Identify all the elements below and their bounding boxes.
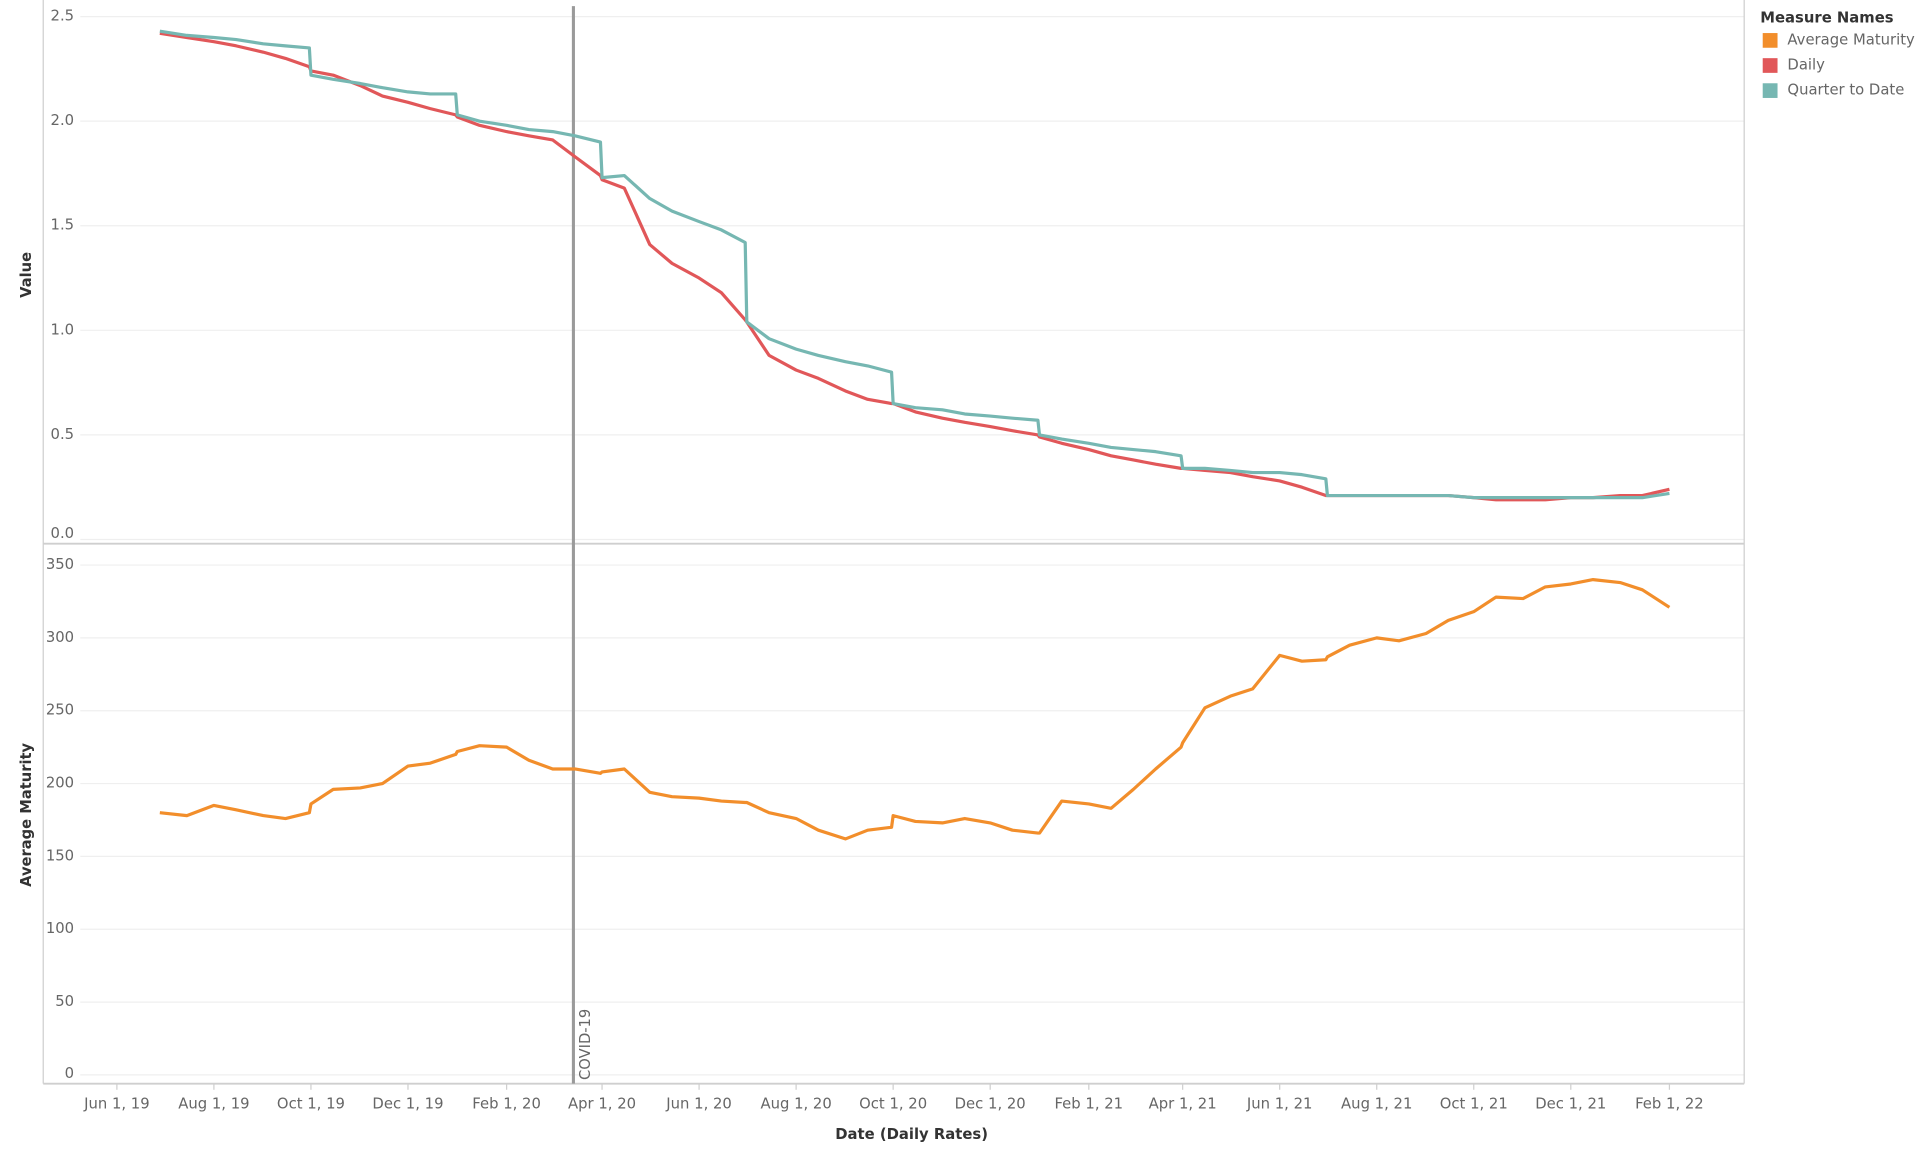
x-tick-label: Jun 1, 21 <box>1246 1096 1313 1113</box>
y-tick-label: 1.0 <box>51 321 75 338</box>
y-axis-title: Average Maturity <box>18 743 35 887</box>
reference-label: COVID-19 <box>577 1009 594 1080</box>
y-tick-label: 0.0 <box>51 525 75 542</box>
x-tick-label: Jun 1, 20 <box>665 1096 732 1113</box>
x-tick-label: Feb 1, 20 <box>472 1096 541 1113</box>
legend-label: Average Maturity <box>1787 31 1915 48</box>
y-tick-label: 1.5 <box>51 217 75 234</box>
x-tick-label: Oct 1, 20 <box>859 1096 927 1113</box>
x-tick-label: Oct 1, 21 <box>1440 1096 1508 1113</box>
x-tick-label: Dec 1, 19 <box>372 1096 443 1113</box>
y-tick-label: 200 <box>46 775 74 792</box>
y-tick-label: 150 <box>46 847 74 864</box>
x-tick-label: Dec 1, 20 <box>955 1096 1026 1113</box>
y-tick-label: 350 <box>46 556 74 573</box>
y-tick-label: 50 <box>55 993 74 1010</box>
x-tick-label: Feb 1, 22 <box>1635 1096 1704 1113</box>
legend-swatch <box>1762 58 1778 73</box>
series-line <box>159 578 1671 841</box>
legend-title: Measure Names <box>1760 9 1894 26</box>
x-tick-label: Jun 1, 19 <box>83 1096 150 1113</box>
x-tick-label: Aug 1, 19 <box>178 1096 249 1113</box>
series-line <box>159 29 1670 500</box>
x-tick-label: Feb 1, 21 <box>1054 1096 1123 1113</box>
y-tick-label: 300 <box>46 629 74 646</box>
x-tick-label: Aug 1, 20 <box>760 1096 831 1113</box>
x-tick-label: Apr 1, 21 <box>1149 1096 1217 1113</box>
x-tick-label: Apr 1, 20 <box>568 1096 636 1113</box>
y-tick-label: 0.5 <box>51 426 75 443</box>
series-line <box>159 31 1670 502</box>
y-tick-label: 2.0 <box>51 112 75 129</box>
x-tick-label: Aug 1, 21 <box>1341 1096 1412 1113</box>
y-tick-label: 250 <box>46 702 74 719</box>
legend-label: Quarter to Date <box>1787 82 1904 99</box>
y-tick-label: 2.5 <box>51 8 75 25</box>
legend-swatch <box>1762 83 1778 98</box>
legend-label: Daily <box>1787 57 1825 74</box>
x-axis-title: Date (Daily Rates) <box>835 1126 988 1143</box>
y-tick-label: 100 <box>46 920 74 937</box>
y-tick-label: 0 <box>65 1065 74 1082</box>
x-tick-label: Dec 1, 21 <box>1535 1096 1606 1113</box>
legend-swatch <box>1762 33 1778 48</box>
y-axis-title: Value <box>18 252 35 298</box>
x-tick-label: Oct 1, 19 <box>277 1096 345 1113</box>
